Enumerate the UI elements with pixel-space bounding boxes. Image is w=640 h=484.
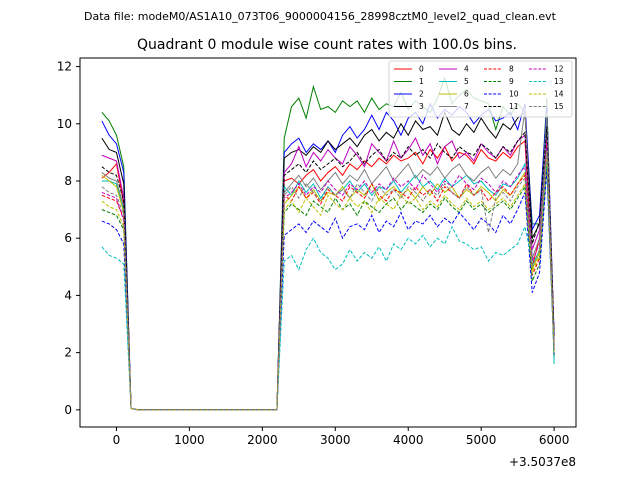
series-line-4: [101, 129, 555, 411]
legend-label-14: 14: [554, 90, 564, 99]
series-line-3: [101, 110, 555, 411]
legend-label-3: 3: [419, 102, 424, 111]
y-tick-label: 6: [64, 231, 72, 245]
x-tick-label: 2000: [247, 433, 278, 447]
legend-label-15: 15: [554, 102, 564, 111]
legend-box: [388, 60, 573, 118]
series-line-15: [101, 149, 555, 411]
series-line-14: [101, 152, 555, 411]
y-tick-label: 0: [64, 403, 72, 417]
series-line-6: [101, 152, 555, 411]
series-line-5: [101, 118, 555, 411]
legend-label-12: 12: [554, 65, 564, 74]
legend-label-11: 11: [509, 102, 519, 111]
series-line-10: [101, 169, 555, 411]
x-tick-label: 4000: [393, 433, 424, 447]
series-line-11: [101, 126, 555, 411]
series-line-12: [101, 143, 555, 411]
y-tick-label: 10: [57, 117, 72, 131]
x-tick-label: 6000: [539, 433, 570, 447]
legend-label-9: 9: [509, 77, 514, 86]
plot-frame: [79, 57, 577, 428]
legend-label-0: 0: [419, 65, 424, 74]
legend-label-4: 4: [464, 65, 469, 74]
y-tick-label: 12: [57, 60, 72, 74]
legend-label-10: 10: [509, 90, 519, 99]
legend-label-8: 8: [509, 65, 514, 74]
y-tick-label: 4: [64, 288, 72, 302]
x-tick-label: 3000: [320, 433, 351, 447]
x-offset-text: +3.5037e8: [509, 455, 576, 469]
series-line-9: [101, 163, 555, 411]
legend-label-5: 5: [464, 77, 469, 86]
series-line-7: [101, 109, 555, 411]
legend-label-1: 1: [419, 77, 424, 86]
legend-label-6: 6: [464, 90, 469, 99]
y-tick-label: 8: [64, 174, 72, 188]
suptitle: Data file: modeM0/AS1A10_073T06_90000041…: [84, 10, 557, 23]
legend-label-2: 2: [419, 90, 424, 99]
legend-label-7: 7: [464, 102, 469, 111]
series-line-1: [101, 76, 555, 411]
legend-label-13: 13: [554, 77, 564, 86]
x-tick-label: 5000: [466, 433, 497, 447]
chart-title: Quadrant 0 module wise count rates with …: [137, 37, 517, 53]
x-tick-label: 0: [113, 433, 121, 447]
x-tick-label: 1000: [174, 433, 205, 447]
y-tick-label: 2: [64, 346, 72, 360]
